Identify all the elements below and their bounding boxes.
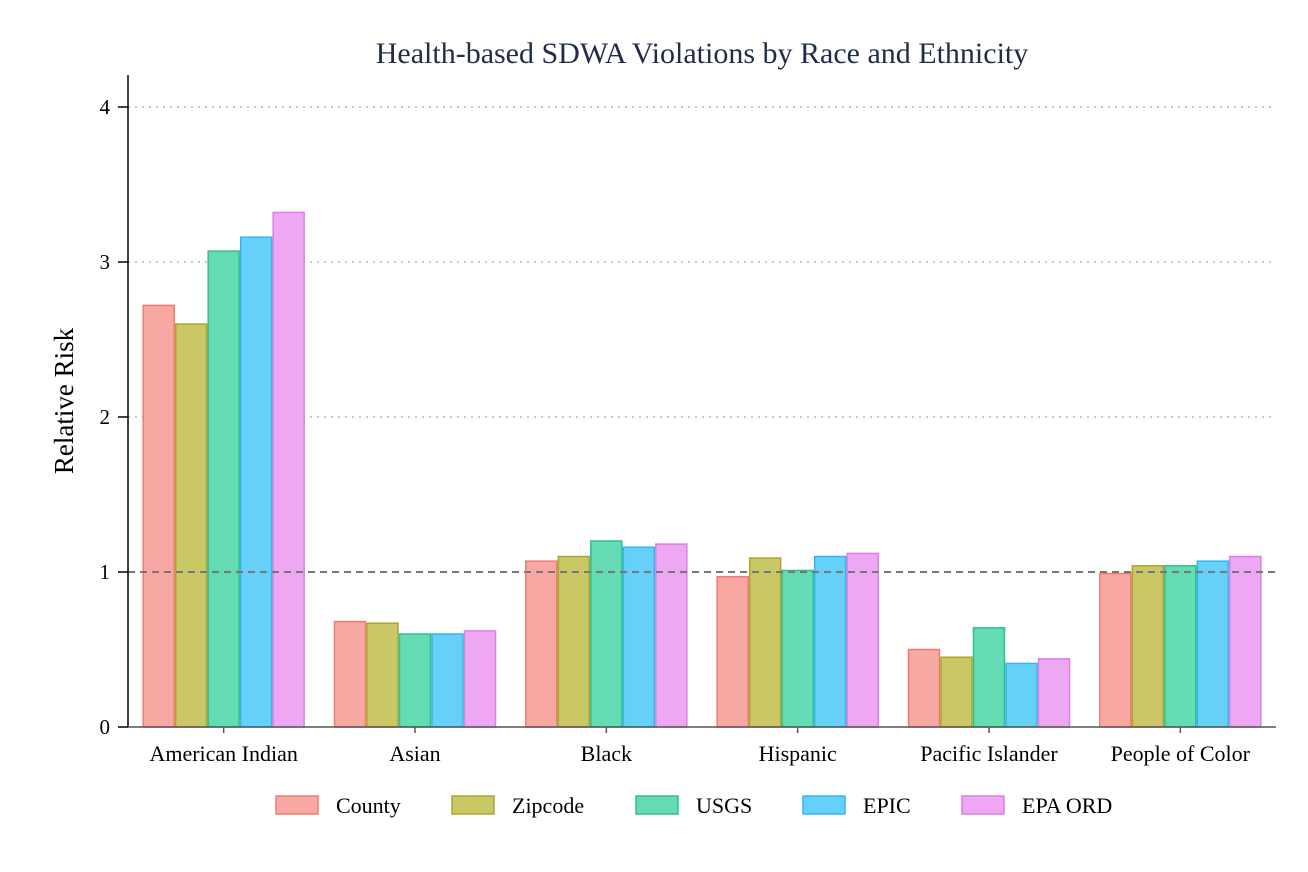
bar: [1005, 662, 1038, 728]
legend-swatch: [635, 795, 679, 815]
bar: [1196, 560, 1230, 728]
x-tick-label: People of Color: [1111, 741, 1251, 766]
bar: [557, 555, 591, 728]
legend-swatch: [451, 795, 495, 815]
bar: [272, 211, 305, 728]
legend-swatch: [961, 795, 1005, 815]
legend-label: Zipcode: [512, 793, 584, 818]
bar: [1099, 572, 1132, 728]
bar: [972, 627, 1006, 728]
legend-label: EPA ORD: [1022, 793, 1112, 818]
y-axis-label: Relative Risk: [49, 327, 79, 474]
legend-label: EPIC: [863, 793, 911, 818]
legend-swatch: [275, 795, 319, 815]
x-tick-label: Pacific Islander: [920, 741, 1058, 766]
bar: [716, 575, 749, 728]
bar: [907, 648, 941, 728]
legend-swatch: [802, 795, 846, 815]
x-tick-label: American Indian: [149, 741, 297, 766]
bar: [813, 555, 847, 728]
bar: [463, 630, 497, 728]
bar: [1131, 565, 1165, 728]
bar: [207, 250, 240, 728]
bar: [781, 569, 814, 728]
bar: [940, 656, 973, 728]
bar: [748, 557, 782, 728]
bar: [590, 540, 623, 728]
legend-label: County: [336, 793, 401, 818]
legend-item: USGS: [635, 793, 752, 818]
bar: [174, 323, 208, 728]
bar: [142, 304, 175, 728]
bar: [1164, 565, 1197, 728]
y-tick-label: 0: [100, 715, 111, 739]
x-tick-label: Asian: [389, 741, 440, 766]
y-ticks: 0 1 2 3 4: [100, 95, 128, 739]
y-tick-label: 1: [100, 560, 111, 584]
legend-item: Zipcode: [451, 793, 584, 818]
bar: [366, 622, 399, 728]
legend-label: USGS: [696, 793, 752, 818]
bar: [525, 560, 558, 728]
legend-item: EPA ORD: [961, 793, 1112, 818]
y-tick-label: 2: [100, 405, 111, 429]
legend-item: County: [275, 793, 401, 818]
x-tick-label: Black: [581, 741, 632, 766]
bar: [398, 633, 432, 728]
bar: [1229, 555, 1262, 728]
x-tick-label: Hispanic: [759, 741, 837, 766]
legend-item: EPIC: [802, 793, 911, 818]
bar: [333, 620, 367, 728]
grid-lines: [128, 106, 1276, 418]
bar: [846, 552, 879, 728]
bar: [622, 546, 656, 728]
y-tick-label: 4: [100, 95, 111, 119]
bar: [1037, 658, 1071, 728]
chart-title: Health-based SDWA Violations by Race and…: [376, 37, 1029, 70]
x-ticks: American Indian Asian Black Hispanic Pacific…: [149, 727, 1251, 766]
bars: [142, 211, 1262, 728]
axes: [127, 75, 1276, 728]
bar: [239, 236, 273, 728]
y-tick-label: 3: [100, 250, 111, 274]
legend: County Zipcode USGS EPIC EPA ORD: [275, 793, 1112, 818]
bar: [431, 633, 464, 728]
